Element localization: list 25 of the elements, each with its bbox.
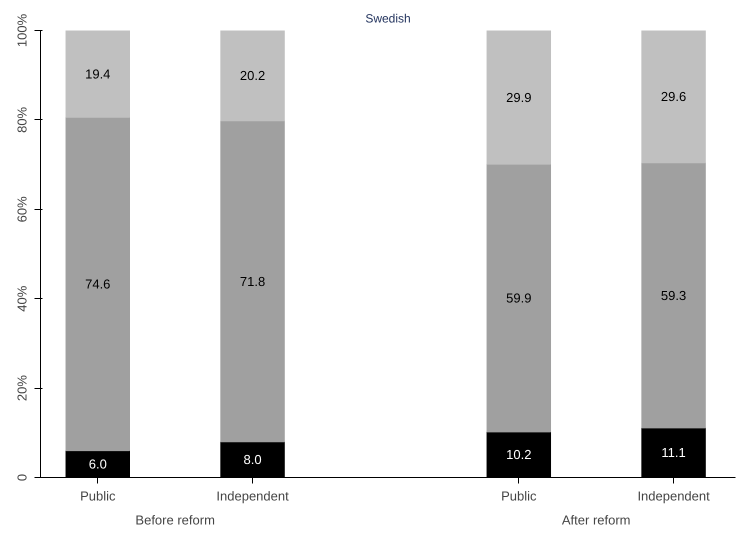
data-label: 20.2 bbox=[240, 68, 266, 84]
y-tick-label: 100% bbox=[14, 13, 30, 48]
data-label: 59.3 bbox=[660, 288, 686, 303]
data-label: 10.2 bbox=[506, 447, 532, 462]
data-label: 8.0 bbox=[244, 452, 262, 468]
data-label: 59.9 bbox=[506, 290, 532, 306]
chart-title: Swedish bbox=[365, 12, 411, 26]
data-label: 29.9 bbox=[506, 90, 532, 105]
text: Before reform bbox=[135, 512, 215, 528]
text: After reform bbox=[562, 512, 631, 528]
y-tick-label: 20% bbox=[14, 374, 30, 402]
x-tick-label: Independent bbox=[637, 488, 710, 504]
data-label: 11.1 bbox=[661, 445, 686, 460]
x-tick-label: Public bbox=[501, 488, 537, 504]
x-tick-label: Independent bbox=[216, 488, 290, 504]
data-label: 19.4 bbox=[85, 66, 110, 82]
y-tick-label: 40% bbox=[14, 285, 30, 312]
data-label: 29.6 bbox=[660, 89, 686, 104]
data-label: 6.0 bbox=[88, 456, 107, 472]
y-tick-label: 60% bbox=[14, 196, 30, 222]
data-label: 71.8 bbox=[240, 274, 266, 289]
y-tick-label: 0 bbox=[14, 474, 30, 482]
data-label: 74.6 bbox=[85, 276, 110, 292]
x-tick-label: Public bbox=[80, 488, 116, 504]
y-tick-label: 80% bbox=[14, 106, 30, 133]
